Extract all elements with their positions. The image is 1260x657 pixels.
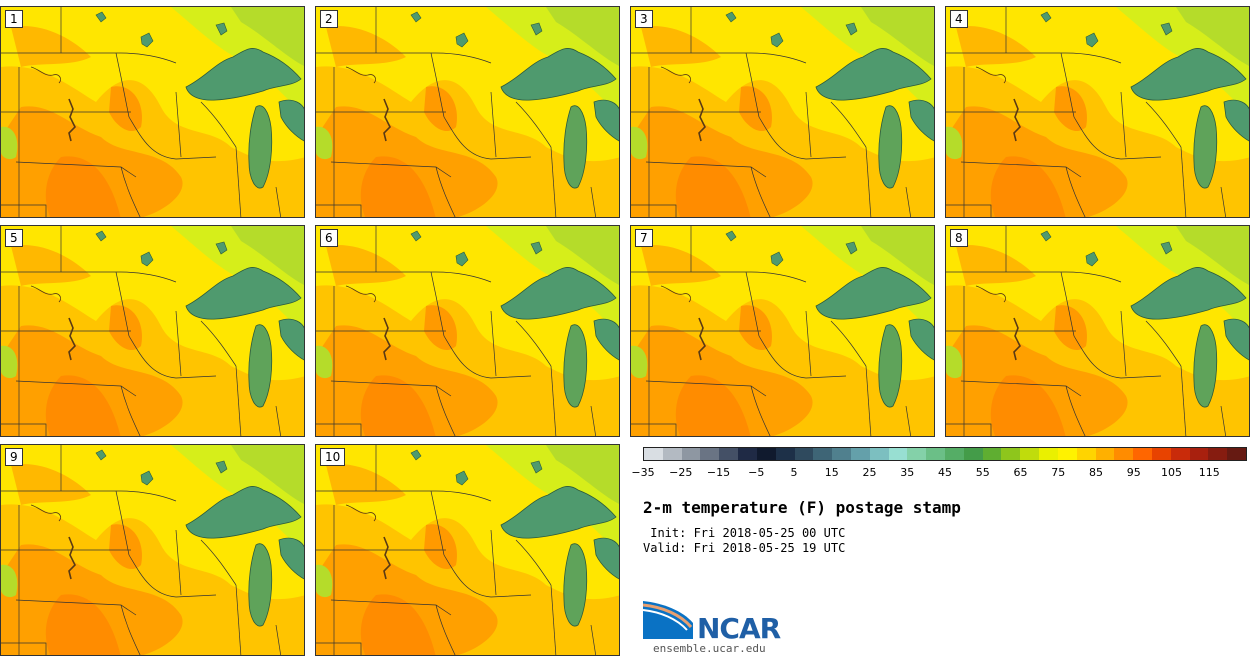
stamp-panel-9: 9 xyxy=(0,444,305,656)
colorbar-swatch xyxy=(1133,448,1152,460)
colorbar-tick-label: 105 xyxy=(1161,466,1182,479)
member-label: 6 xyxy=(320,229,338,247)
valid-time: Valid: Fri 2018-05-25 19 UTC xyxy=(643,541,846,555)
colorbar-tick-label: 5 xyxy=(790,466,798,479)
colorbar-tick-label: 25 xyxy=(862,466,877,479)
colorbar-swatch xyxy=(700,448,720,460)
colorbar-swatch xyxy=(794,448,814,460)
colorbar-swatch xyxy=(719,448,739,460)
map-8 xyxy=(946,226,1249,436)
colorbar-tick-label: 15 xyxy=(824,466,839,479)
map-1 xyxy=(1,7,304,217)
colorbar-swatch xyxy=(756,448,776,460)
stamp-panel-5: 5 xyxy=(0,225,305,437)
member-label: 4 xyxy=(950,10,968,28)
colorbar-tick-label: −25 xyxy=(669,466,693,479)
colorbar-swatch xyxy=(1189,448,1209,460)
stamp-panel-6: 6 xyxy=(315,225,620,437)
map-10 xyxy=(316,445,619,655)
colorbar-swatch xyxy=(1001,448,1021,460)
member-label: 1 xyxy=(5,10,23,28)
colorbar-swatch xyxy=(945,448,964,460)
member-label: 7 xyxy=(635,229,653,247)
map-5 xyxy=(1,226,304,436)
ncar-logo-text: NCAR xyxy=(697,612,781,645)
colorbar-swatch xyxy=(644,448,663,460)
map-6 xyxy=(316,226,619,436)
colorbar-swatch xyxy=(662,448,682,460)
colorbar-swatch xyxy=(813,448,833,460)
colorbar-swatch xyxy=(888,448,908,460)
colorbar-swatch xyxy=(1020,448,1040,460)
colorbar-tick-label: 55 xyxy=(975,466,990,479)
stamp-panel-1: 1 xyxy=(0,6,305,218)
colorbar-swatch xyxy=(850,448,870,460)
init-time: Init: Fri 2018-05-25 00 UTC xyxy=(643,526,846,540)
colorbar-tick-label: 45 xyxy=(938,466,952,479)
stamp-panel-3: 3 xyxy=(630,6,935,218)
stamp-panel-2: 2 xyxy=(315,6,620,218)
colorbar-swatch xyxy=(926,448,945,460)
colorbar-tick-label: −35 xyxy=(631,466,655,479)
colorbar-tick-label: −15 xyxy=(706,466,731,479)
colorbar-swatch xyxy=(775,448,795,460)
map-4 xyxy=(946,7,1249,217)
colorbar-swatch xyxy=(1095,448,1115,460)
map-7 xyxy=(631,226,934,436)
stamp-panel-4: 4 xyxy=(945,6,1250,218)
map-2 xyxy=(316,7,619,217)
colorbar-swatch xyxy=(982,448,1002,460)
site-url: ensemble.ucar.edu xyxy=(653,642,766,655)
colorbar-swatch xyxy=(1151,448,1171,460)
colorbar-tick-label: 115 xyxy=(1198,466,1220,479)
colorbar-tick-label: 65 xyxy=(1013,466,1028,479)
colorbar-swatch xyxy=(1227,448,1246,460)
colorbar-swatch xyxy=(738,448,757,460)
member-label: 9 xyxy=(5,448,23,466)
colorbar-swatch xyxy=(832,448,851,460)
colorbar-swatch xyxy=(1057,448,1077,460)
colorbar-swatch xyxy=(681,448,701,460)
stamp-panel-10: 10 xyxy=(315,444,620,656)
colorbar-swatch xyxy=(963,448,983,460)
member-label: 8 xyxy=(950,229,968,247)
colorbar-swatch xyxy=(1208,448,1228,460)
stamp-panel-7: 7 xyxy=(630,225,935,437)
member-label: 10 xyxy=(320,448,346,466)
member-label: 3 xyxy=(635,10,653,28)
plot-title: 2-m temperature (F) postage stamp xyxy=(643,498,961,517)
member-label: 5 xyxy=(5,229,23,247)
colorbar-swatch xyxy=(907,448,927,460)
member-label: 2 xyxy=(320,10,338,28)
colorbar-tick-label: 85 xyxy=(1089,466,1103,479)
colorbar-tick-label: 35 xyxy=(900,466,915,479)
stamp-panel-8: 8 xyxy=(945,225,1250,437)
colorbar-tick-label: 95 xyxy=(1126,466,1141,479)
colorbar-ticks: −35 −25 −15 −5 5 15 25 35 45 55 65 75 85 95 105 115 xyxy=(631,466,1247,482)
colorbar-swatch xyxy=(1114,448,1134,460)
ncar-logo-icon xyxy=(643,601,693,639)
colorbar-swatch xyxy=(1170,448,1190,460)
colorbar-tick-label: −5 xyxy=(748,466,765,479)
colorbar-tick-label: 75 xyxy=(1051,466,1066,479)
colorbar-swatch xyxy=(1076,448,1096,460)
map-9 xyxy=(1,445,304,655)
colorbar-swatch xyxy=(869,448,889,460)
map-3 xyxy=(631,7,934,217)
colorbar-swatch xyxy=(1039,448,1058,460)
colorbar xyxy=(643,447,1247,461)
